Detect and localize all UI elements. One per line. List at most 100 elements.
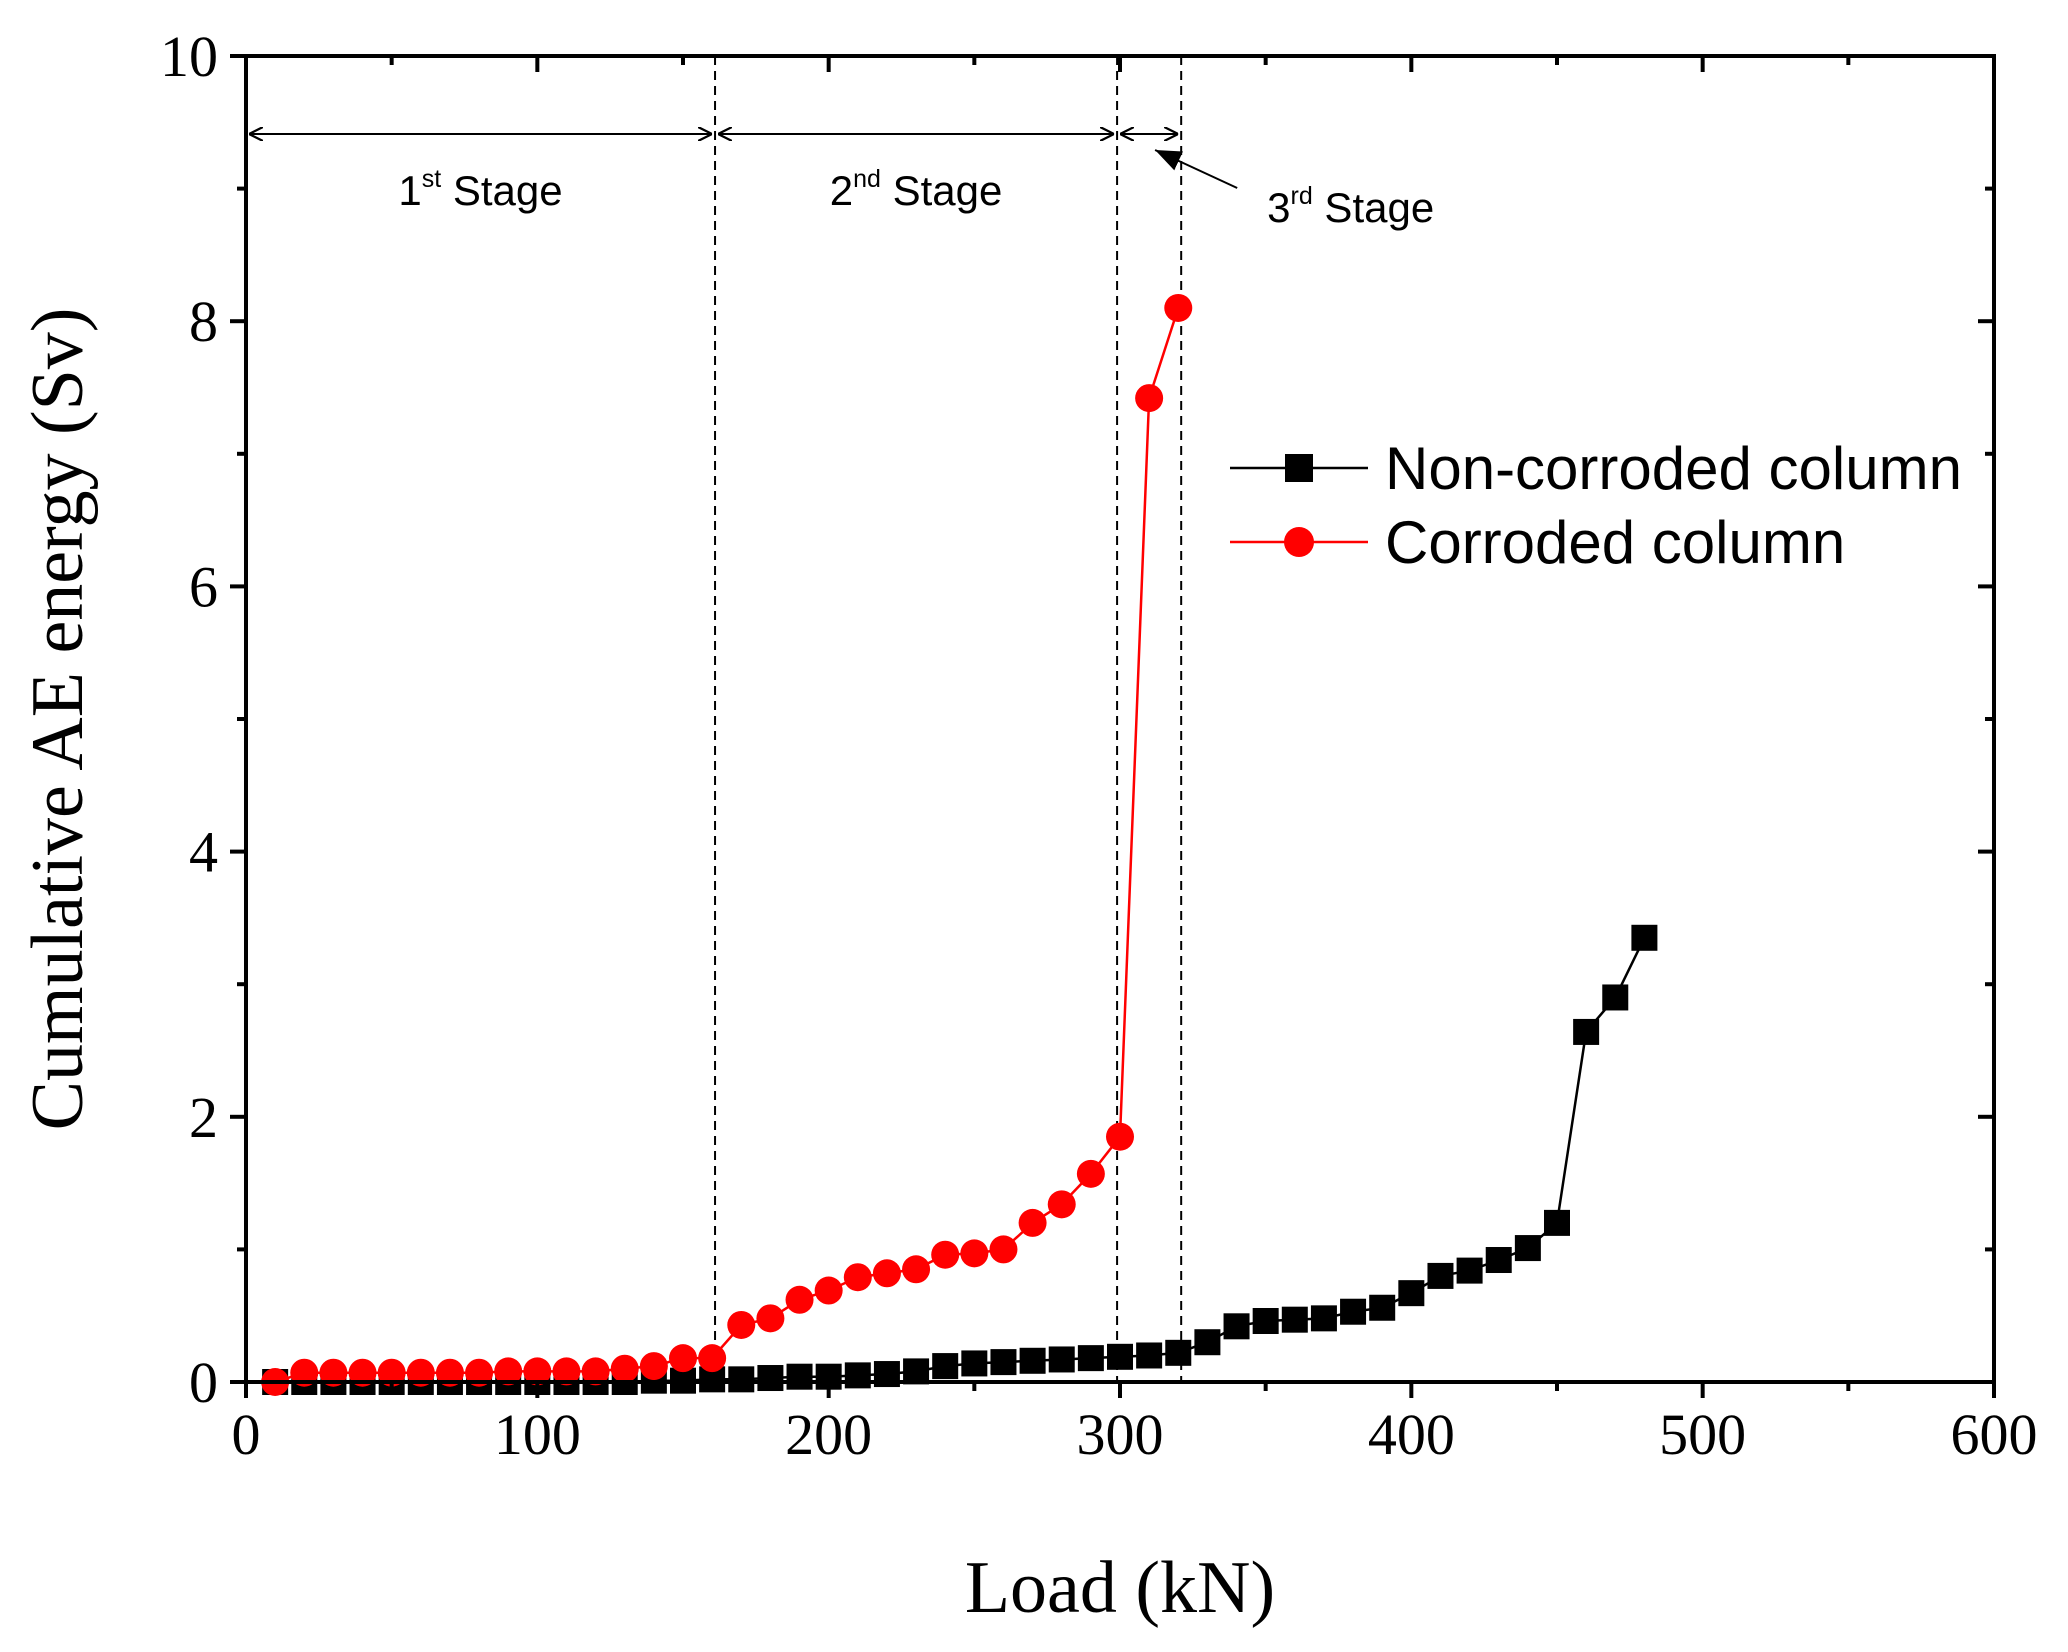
stage1-number: 1 <box>398 167 421 214</box>
data-point-square <box>1456 1257 1483 1284</box>
stage2-suffix: nd <box>853 165 881 193</box>
data-point-circle <box>727 1310 756 1339</box>
x-tick-label: 100 <box>494 1402 581 1467</box>
x-tick-label: 600 <box>1951 1402 2038 1467</box>
y-tick-label: 0 <box>189 1350 218 1415</box>
data-point-circle <box>698 1344 727 1373</box>
data-point-circle <box>1135 384 1164 413</box>
y-tick-label: 2 <box>189 1085 218 1150</box>
data-point-circle <box>465 1358 494 1387</box>
data-point-circle <box>814 1276 843 1305</box>
data-point-square <box>1136 1342 1163 1369</box>
data-point-circle <box>1164 293 1193 322</box>
y-tick-label: 8 <box>189 289 218 354</box>
data-point-square <box>932 1353 959 1380</box>
data-point-circle <box>494 1357 523 1386</box>
data-point-circle <box>785 1285 814 1314</box>
data-point-square <box>1019 1347 1046 1374</box>
data-point-circle <box>348 1358 377 1387</box>
data-point-circle <box>902 1255 931 1284</box>
data-point-circle <box>1018 1208 1047 1237</box>
data-point-square <box>1369 1294 1396 1321</box>
stage1-suffix: st <box>422 165 442 193</box>
data-point-circle <box>523 1357 552 1386</box>
stage3-pointer-arrow <box>1154 149 1238 189</box>
data-point-circle <box>377 1358 406 1387</box>
legend: Non-corroded column Corroded column <box>1230 435 1962 576</box>
y-tick-label: 4 <box>189 820 218 885</box>
data-point-square <box>1602 984 1629 1011</box>
data-point-square <box>1427 1262 1454 1289</box>
data-point-square <box>1194 1329 1221 1356</box>
data-point-circle <box>872 1259 901 1288</box>
data-point-circle <box>960 1239 989 1268</box>
data-point-square <box>728 1366 755 1393</box>
stage2-label: 2nd Stage <box>830 165 1003 214</box>
x-tick-label: 500 <box>1659 1402 1746 1467</box>
data-point-square <box>1340 1298 1367 1325</box>
y-axis-title: Cumulative AE energy (Sv) <box>17 308 99 1131</box>
stage3-word: Stage <box>1313 184 1434 231</box>
data-point-circle <box>1106 1122 1134 1151</box>
stage3-number: 3 <box>1267 184 1290 231</box>
stage-boundaries <box>714 56 1183 1382</box>
plot-frame <box>244 54 1996 1384</box>
y-axis-ticks: 0 2 4 6 8 10 <box>160 24 1994 1415</box>
legend-marker-square <box>1285 454 1313 482</box>
data-point-square <box>786 1363 813 1390</box>
stage-arrows <box>249 134 1238 189</box>
stage2-word: Stage <box>881 167 1002 214</box>
data-point-square <box>1252 1308 1279 1335</box>
y-tick-label: 6 <box>189 554 218 619</box>
stage1-label: 1st Stage <box>398 165 562 214</box>
data-point-square <box>1165 1339 1192 1366</box>
data-point-square <box>844 1362 871 1389</box>
data-point-square <box>1544 1209 1570 1236</box>
data-point-circle <box>610 1354 639 1383</box>
series-line-0 <box>275 937 1646 1384</box>
data-point-square <box>990 1349 1017 1376</box>
stage3-suffix: rd <box>1291 182 1313 210</box>
data-point-circle <box>989 1235 1018 1264</box>
x-tick-label: 400 <box>1368 1402 1455 1467</box>
data-point-square <box>1223 1313 1250 1340</box>
legend-label-corroded: Corroded column <box>1385 509 1845 576</box>
data-point-circle <box>1076 1159 1105 1188</box>
data-point-circle <box>843 1263 872 1292</box>
legend-label-non-corroded: Non-corroded column <box>1385 435 1962 502</box>
data-point-circle <box>435 1358 464 1387</box>
stage1-word: Stage <box>441 167 562 214</box>
x-tick-label: 300 <box>1077 1402 1164 1467</box>
x-axis-ticks: 0 100 200 300 400 500 600 <box>232 56 2038 1467</box>
x-tick-label: 200 <box>785 1402 872 1467</box>
data-point-square <box>1398 1280 1425 1307</box>
data-point-square <box>1573 1018 1600 1045</box>
data-point-circle <box>1047 1190 1076 1219</box>
stage3-label: 3rd Stage <box>1267 182 1434 231</box>
data-point-circle <box>639 1352 668 1381</box>
data-point-circle <box>406 1358 435 1387</box>
data-point-square <box>1281 1306 1308 1333</box>
data-point-square <box>1310 1305 1337 1332</box>
data-point-circle <box>931 1240 960 1269</box>
data-point-square <box>1631 924 1658 951</box>
data-point-circle <box>319 1358 348 1387</box>
stage2-number: 2 <box>830 167 853 214</box>
x-axis-title: Load (kN) <box>965 1547 1275 1629</box>
data-point-square <box>757 1365 784 1392</box>
data-point-circle <box>581 1357 610 1386</box>
y-tick-label: 10 <box>160 24 218 89</box>
data-point-square <box>1077 1345 1104 1372</box>
data-point-circle <box>290 1358 319 1387</box>
data-point-circle <box>552 1357 581 1386</box>
legend-marker-circle <box>1284 527 1314 557</box>
data-point-circle <box>669 1344 697 1373</box>
data-point-square <box>961 1350 988 1377</box>
data-point-square <box>1107 1343 1133 1370</box>
x-tick-label: 0 <box>232 1402 261 1467</box>
data-point-square <box>1485 1247 1512 1274</box>
data-point-square <box>1048 1346 1075 1373</box>
data-point-circle <box>756 1304 785 1333</box>
